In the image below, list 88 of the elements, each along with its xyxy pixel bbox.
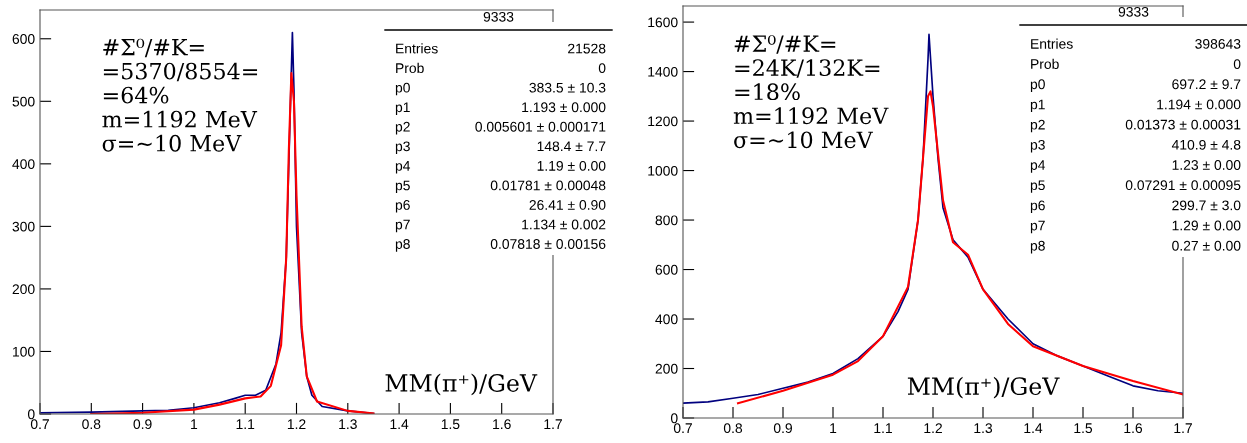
annotation: p3 <box>395 141 410 154</box>
annotation: p2 <box>395 121 410 135</box>
x-tick-label: 1.3 <box>974 423 993 434</box>
annotation: #Σ⁰/#K= =5370/8554= =64% m=1192 MeV σ=~10 MeV <box>102 38 258 152</box>
annotation: 1.19 ± 0.00 <box>537 160 606 171</box>
annotation: 299.7 ± 3.0 <box>1172 200 1241 211</box>
x-tick-label: 1 <box>830 423 837 433</box>
annotation: p1 <box>1030 99 1045 113</box>
x-axis-title: MM(π⁺)/GeV <box>907 376 1060 399</box>
annotation: 0.01781 ± 0.00048 <box>490 180 606 191</box>
x-tick-label: 1.1 <box>236 419 255 429</box>
y-tick-label: 600 <box>12 34 35 44</box>
annotation: p2 <box>1030 119 1045 133</box>
annotation: 0.27 ± 0.00 <box>1172 240 1241 251</box>
x-tick-label: 1.6 <box>1124 423 1143 434</box>
x-tick-label: 1.1 <box>874 423 892 433</box>
x-tick-label: 1.5 <box>441 419 460 430</box>
annotation: p8 <box>1030 240 1045 254</box>
annotation: 148.4 ± 7.7 <box>537 141 606 152</box>
y-tick-label: 800 <box>655 215 678 226</box>
annotation: p5 <box>1030 180 1045 193</box>
annotation: 0.01373 ± 0.00031 <box>1125 119 1241 130</box>
x-tick-label: 1 <box>191 419 198 429</box>
annotation: 9333 <box>1118 6 1149 17</box>
annotation: Prob <box>1031 58 1059 69</box>
annotation: 410.9 ± 4.8 <box>1171 139 1241 150</box>
annotation: p0 <box>1030 79 1045 92</box>
annotation: 1.194 ± 0.000 <box>1157 99 1241 110</box>
y-tick-label: 500 <box>12 96 35 107</box>
annotation: Prob <box>396 62 424 74</box>
x-tick-label: 0.8 <box>723 423 743 434</box>
annotation: p6 <box>395 200 410 213</box>
x-tick-label: 0.7 <box>30 419 49 430</box>
x-tick-label: 1.2 <box>287 419 306 429</box>
y-tick-label: 300 <box>12 221 35 232</box>
annotation: p6 <box>1030 200 1045 214</box>
annotation: p0 <box>395 82 410 96</box>
x-tick-label: 0.8 <box>82 419 101 430</box>
y-tick-label: 0 <box>27 409 35 420</box>
x-axis-title: MM(π⁺)/GeV <box>385 373 538 396</box>
y-tick-label: 1000 <box>648 165 678 176</box>
annotation: 1.29 ± 0.00 <box>1172 220 1241 231</box>
x-tick-label: 1.4 <box>390 419 409 429</box>
annotation: 697.2 ± 9.7 <box>1172 79 1241 90</box>
y-tick-label: 1600 <box>648 17 678 28</box>
y-tick-label: 200 <box>655 363 678 374</box>
annotation: p7 <box>395 219 410 233</box>
annotation: 1.193 ± 0.000 <box>522 102 606 113</box>
y-tick-label: 1400 <box>648 66 678 77</box>
text: 21528 <box>568 43 606 54</box>
x-tick-label: 1.6 <box>493 419 511 430</box>
y-tick-label: 600 <box>655 264 678 275</box>
annotation: 0.07291 ± 0.00095 <box>1125 180 1241 191</box>
y-tick-label: 100 <box>13 346 35 357</box>
annotation: 1.134 ± 0.002 <box>522 219 606 230</box>
annotation: 0.005601 ± 0.000171 <box>475 121 606 132</box>
annotation: p8 <box>395 239 410 252</box>
annotation: 9333 <box>483 11 514 22</box>
x-tick-label: 1.7 <box>544 419 562 429</box>
annotation: Entries <box>1031 38 1073 49</box>
annotation: p4 <box>1030 160 1046 173</box>
annotation: p5 <box>395 180 410 194</box>
x-tick-label: 1.5 <box>1074 423 1093 434</box>
x-tick-label: 0.9 <box>133 419 152 430</box>
annotation: 383.5 ± 10.3 <box>529 82 606 93</box>
annotation: p3 <box>1030 139 1045 153</box>
x-tick-label: 0.7 <box>673 423 692 434</box>
y-tick-label: 200 <box>12 284 35 295</box>
y-tick-label: 0 <box>670 413 678 424</box>
x-tick-label: 1.7 <box>1174 423 1192 433</box>
x-tick-label: 0.9 <box>773 423 792 434</box>
annotation: p4 <box>395 161 411 174</box>
annotation: 0.07818 ± 0.00156 <box>490 239 606 249</box>
text: 0 <box>598 63 606 74</box>
annotation: 1.23 ± 0.00 <box>1172 160 1241 170</box>
annotation: #Σ⁰/#K= =24K/132K= =18% m=1192 MeV σ=~10 MeV <box>733 35 889 149</box>
annotation: p1 <box>395 102 410 115</box>
y-tick-label: 400 <box>655 314 678 325</box>
text: 398643 <box>1195 38 1241 49</box>
x-tick-label: 1.4 <box>1024 423 1043 433</box>
x-tick-label: 1.3 <box>339 419 357 430</box>
annotation: 26.41 ± 0.90 <box>529 200 606 210</box>
text: 0 <box>1233 59 1241 69</box>
y-tick-label: 400 <box>12 159 35 170</box>
x-tick-label: 1.2 <box>924 423 942 433</box>
y-tick-label: 1200 <box>648 116 678 127</box>
annotation: Entries <box>396 43 438 54</box>
annotation: p7 <box>1030 220 1045 234</box>
